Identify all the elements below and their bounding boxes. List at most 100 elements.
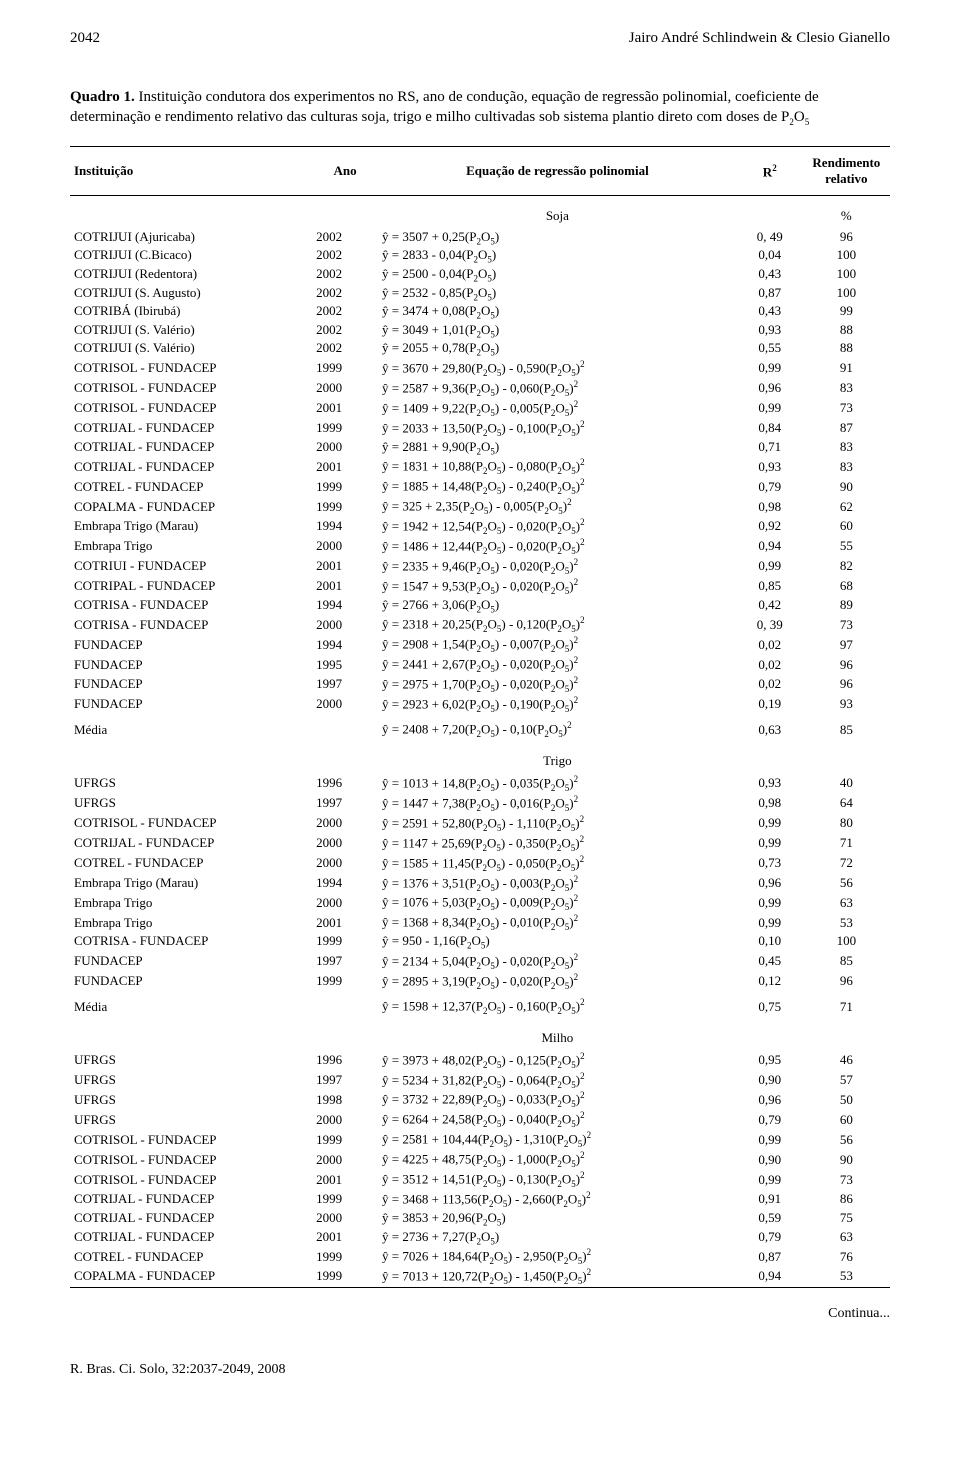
cell-rel: 83 [803, 457, 890, 477]
cell-inst: COTRIJUI (S. Valério) [70, 321, 312, 340]
cell-ano: 1999 [312, 359, 378, 379]
cell-inst: COTRIJUI (S. Augusto) [70, 284, 312, 303]
cell-inst: FUNDACEP [70, 971, 312, 991]
cell-inst: COTREL - FUNDACEP [70, 853, 312, 873]
cell-rel: 76 [803, 1247, 890, 1267]
cell-r2: 0,90 [737, 1150, 803, 1170]
cell-eq: ŷ = 1076 + 5,03(P2O5) - 0,009(P2O5)2 [378, 893, 737, 913]
cell-eq: ŷ = 2033 + 13,50(P2O5) - 0,100(P2O5)2 [378, 418, 737, 438]
col-r2: R2 [737, 147, 803, 196]
table-row: COTRIPAL - FUNDACEP2001ŷ = 1547 + 9,53(P… [70, 576, 890, 596]
cell-eq: ŷ = 3732 + 22,89(P2O5) - 0,033(P2O5)2 [378, 1090, 737, 1110]
cell-eq: ŷ = 3973 + 48,02(P2O5) - 0,125(P2O5)2 [378, 1050, 737, 1070]
cell-eq: ŷ = 1013 + 14,8(P2O5) - 0,035(P2O5)2 [378, 773, 737, 793]
cell-r2: 0, 49 [737, 228, 803, 247]
cell-inst: UFRGS [70, 793, 312, 813]
cell-rel: 56 [803, 873, 890, 893]
table-row: COPALMA - FUNDACEP1999ŷ = 325 + 2,35(P2O… [70, 497, 890, 517]
cell-r2: 0,96 [737, 378, 803, 398]
table-row: COTRIJAL - FUNDACEP2001ŷ = 2736 + 7,27(P… [70, 1228, 890, 1247]
cell-ano: 1999 [312, 1247, 378, 1267]
cell-rel: 97 [803, 635, 890, 655]
cell-rel: 86 [803, 1190, 890, 1210]
cell-rel: 100 [803, 933, 890, 952]
section-name: Soja [378, 196, 737, 229]
running-authors: Jairo André Schlindwein & Clesio Gianell… [629, 30, 890, 47]
table-row: COTRIJUI (S. Valério)2002ŷ = 2055 + 0,78… [70, 340, 890, 359]
table-row: COTRIJAL - FUNDACEP2000ŷ = 2881 + 9,90(P… [70, 438, 890, 457]
table-row: COTRISOL - FUNDACEP2001ŷ = 3512 + 14,51(… [70, 1170, 890, 1190]
table-row: COTRIJUI (Ajuricaba)2002ŷ = 3507 + 0,25(… [70, 228, 890, 247]
table-row: COTRIJAL - FUNDACEP1999ŷ = 2033 + 13,50(… [70, 418, 890, 438]
table-row: COTRIJAL - FUNDACEP1999ŷ = 3468 + 113,56… [70, 1190, 890, 1210]
cell-eq: ŷ = 1942 + 12,54(P2O5) - 0,020(P2O5)2 [378, 517, 737, 537]
cell-inst: COTRIJAL - FUNDACEP [70, 833, 312, 853]
cell-inst: COTRISOL - FUNDACEP [70, 813, 312, 833]
cell-r2: 0,02 [737, 635, 803, 655]
cell-r2: 0,12 [737, 971, 803, 991]
p2o5-o: O [794, 109, 805, 125]
cell-rel: 99 [803, 303, 890, 322]
cell-eq: ŷ = 2318 + 20,25(P2O5) - 0,120(P2O5)2 [378, 615, 737, 635]
page: 2042 Jairo André Schlindwein & Clesio Gi… [0, 0, 960, 1418]
cell-inst: COTRIJAL - FUNDACEP [70, 1210, 312, 1229]
table-row: FUNDACEP1997ŷ = 2975 + 1,70(P2O5) - 0,02… [70, 675, 890, 695]
table-row: COTRIUI - FUNDACEP2001ŷ = 2335 + 9,46(P2… [70, 556, 890, 576]
cell-rel: 90 [803, 477, 890, 497]
cell-eq: ŷ = 3474 + 0,08(P2O5) [378, 303, 737, 322]
cell-rel: 56 [803, 1130, 890, 1150]
percent-symbol: % [803, 196, 890, 229]
cell-inst: COTREL - FUNDACEP [70, 1247, 312, 1267]
cell-inst: FUNDACEP [70, 635, 312, 655]
cell-inst: COTRIJAL - FUNDACEP [70, 418, 312, 438]
cell-ano: 1996 [312, 773, 378, 793]
cell-inst: COTRIPAL - FUNDACEP [70, 576, 312, 596]
cell-inst: COTRISOL - FUNDACEP [70, 359, 312, 379]
cell-inst: UFRGS [70, 1070, 312, 1090]
cell-ano: 2002 [312, 321, 378, 340]
cell-rel: 72 [803, 853, 890, 873]
cell-rel: 57 [803, 1070, 890, 1090]
cell-ano: 2001 [312, 913, 378, 933]
cell-inst: Embrapa Trigo [70, 537, 312, 557]
section-name: Milho [378, 1018, 737, 1050]
cell-ano: 1995 [312, 655, 378, 675]
cell-eq: ŷ = 4225 + 48,75(P2O5) - 1,000(P2O5)2 [378, 1150, 737, 1170]
cell-inst: COTRISOL - FUNDACEP [70, 1170, 312, 1190]
cell-inst: COTRISA - FUNDACEP [70, 615, 312, 635]
cell-r2: 0,04 [737, 247, 803, 266]
cell-rel: 89 [803, 596, 890, 615]
cell-r2: 0,94 [737, 1267, 803, 1287]
cell-ano: 1999 [312, 477, 378, 497]
cell-ano: 1997 [312, 793, 378, 813]
cell-ano: 1994 [312, 873, 378, 893]
cell-ano: 2002 [312, 266, 378, 285]
cell-inst: Média [70, 714, 312, 741]
table-row: COTRISOL - FUNDACEP2001ŷ = 1409 + 9,22(P… [70, 398, 890, 418]
cell-eq: ŷ = 2500 - 0,04(P2O5) [378, 266, 737, 285]
cell-rel: 63 [803, 1228, 890, 1247]
cell-rel: 71 [803, 833, 890, 853]
cell-rel: 83 [803, 378, 890, 398]
cell-r2: 0,73 [737, 853, 803, 873]
cell-r2: 0,84 [737, 418, 803, 438]
cell-eq: ŷ = 325 + 2,35(P2O5) - 0,005(P2O5)2 [378, 497, 737, 517]
cell-r2: 0,85 [737, 576, 803, 596]
table-row: COPALMA - FUNDACEP1999ŷ = 7013 + 120,72(… [70, 1267, 890, 1287]
cell-r2: 0,98 [737, 497, 803, 517]
cell-eq: ŷ = 3512 + 14,51(P2O5) - 0,130(P2O5)2 [378, 1170, 737, 1190]
cell-eq: ŷ = 2441 + 2,67(P2O5) - 0,020(P2O5)2 [378, 655, 737, 675]
cell-inst: COTRISA - FUNDACEP [70, 933, 312, 952]
cell-ano: 2000 [312, 695, 378, 715]
cell-ano: 1999 [312, 1190, 378, 1210]
cell-rel: 100 [803, 266, 890, 285]
table-row: COTRIBÁ (Ibirubá)2002ŷ = 3474 + 0,08(P2O… [70, 303, 890, 322]
cell-r2: 0,19 [737, 695, 803, 715]
cell-eq: ŷ = 2581 + 104,44(P2O5) - 1,310(P2O5)2 [378, 1130, 737, 1150]
section-header: Milho [70, 1018, 890, 1050]
cell-eq: ŷ = 950 - 1,16(P2O5) [378, 933, 737, 952]
cell-eq: ŷ = 3049 + 1,01(P2O5) [378, 321, 737, 340]
cell-inst: COTRIJAL - FUNDACEP [70, 438, 312, 457]
cell-rel: 40 [803, 773, 890, 793]
cell-inst: COTRIJUI (C.Bicaco) [70, 247, 312, 266]
